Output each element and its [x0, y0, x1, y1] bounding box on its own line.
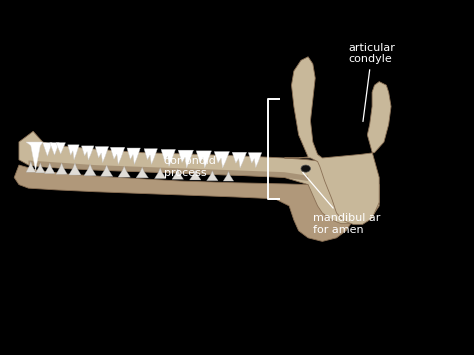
Polygon shape [110, 147, 125, 164]
Polygon shape [95, 147, 109, 163]
Polygon shape [43, 143, 52, 156]
Polygon shape [45, 163, 55, 174]
Polygon shape [144, 149, 157, 164]
Circle shape [301, 165, 310, 172]
Polygon shape [248, 153, 262, 168]
Polygon shape [118, 166, 130, 177]
Polygon shape [223, 171, 234, 181]
Polygon shape [232, 152, 246, 168]
Polygon shape [190, 170, 201, 180]
Polygon shape [19, 131, 379, 224]
Polygon shape [161, 149, 175, 166]
Polygon shape [28, 160, 308, 181]
Polygon shape [84, 164, 96, 176]
Polygon shape [284, 57, 391, 224]
Polygon shape [50, 143, 59, 155]
Polygon shape [172, 169, 183, 179]
Polygon shape [36, 163, 45, 173]
Polygon shape [100, 165, 113, 176]
Polygon shape [56, 143, 65, 154]
Polygon shape [178, 150, 193, 168]
Polygon shape [68, 145, 79, 160]
Polygon shape [207, 171, 218, 181]
Polygon shape [26, 142, 43, 170]
Polygon shape [56, 163, 67, 174]
Polygon shape [82, 146, 94, 160]
Text: articular
condyle: articular condyle [348, 43, 395, 121]
Polygon shape [136, 167, 148, 178]
Polygon shape [14, 165, 351, 241]
Text: mandibul ar
for amen: mandibul ar for amen [303, 173, 380, 235]
Polygon shape [127, 148, 140, 164]
Polygon shape [26, 162, 36, 172]
Text: cor onoid
process: cor onoid process [164, 156, 215, 178]
Polygon shape [69, 163, 81, 175]
Polygon shape [214, 152, 229, 168]
Polygon shape [155, 168, 166, 179]
Polygon shape [196, 151, 211, 168]
